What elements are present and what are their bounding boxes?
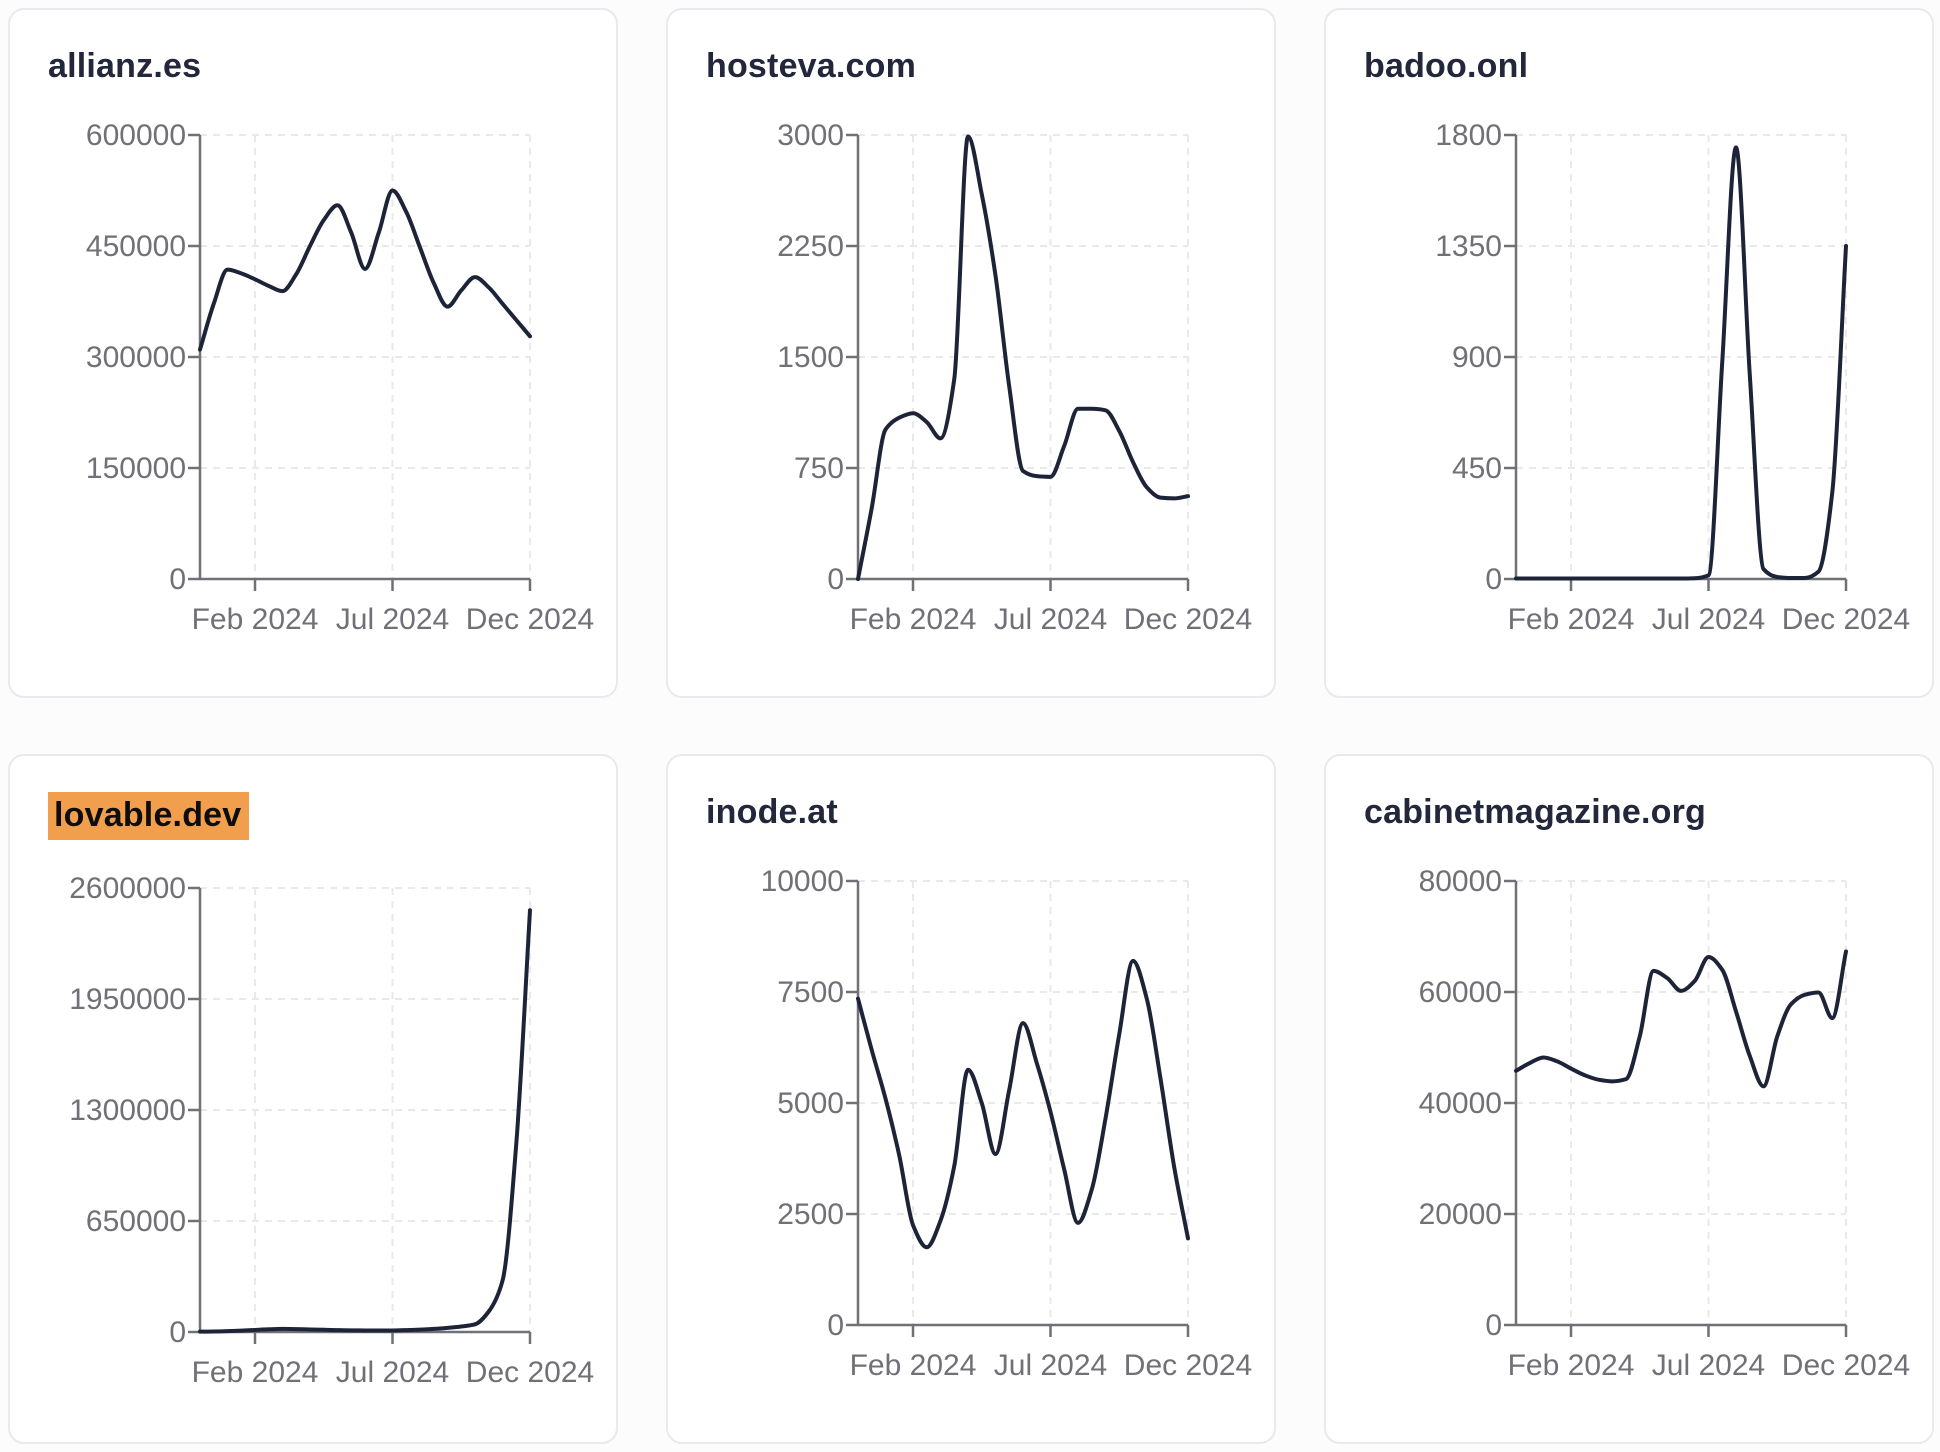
chart-title: hosteva.com <box>706 46 1274 87</box>
x-axis-tick-label: Feb 2024 <box>850 1349 977 1382</box>
x-axis-tick-label: Dec 2024 <box>1124 603 1252 636</box>
y-axis-tick-label: 1800 <box>1435 121 1502 152</box>
x-axis-tick-label: Dec 2024 <box>466 1356 594 1389</box>
x-axis-tick-label: Feb 2024 <box>1508 1349 1635 1382</box>
x-axis-tick-label: Dec 2024 <box>1782 603 1910 636</box>
y-axis-tick-label: 900 <box>1452 341 1502 374</box>
chart-title: allianz.es <box>48 46 616 87</box>
x-axis-tick-label: Jul 2024 <box>994 603 1107 636</box>
y-axis-tick-label: 1300000 <box>69 1094 186 1127</box>
x-axis-tick-label: Dec 2024 <box>466 603 594 636</box>
y-axis-tick-label: 2500 <box>777 1198 844 1231</box>
y-axis-tick-label: 450 <box>1452 452 1502 485</box>
y-axis-tick-label: 1950000 <box>69 983 186 1016</box>
chart-title-text: cabinetmagazine.org <box>1364 793 1706 831</box>
x-axis-tick-label: Jul 2024 <box>336 1356 449 1389</box>
series-line <box>1514 949 1848 1089</box>
chart-card: cabinetmagazine.org 80000 60000 40000 20000… <box>1324 754 1934 1444</box>
series-line <box>198 907 532 1334</box>
y-axis-tick-label: 1500 <box>777 341 844 374</box>
chart-card: hosteva.com 3000 2250 1500 750 0 Feb 2024 Jul … <box>666 8 1276 698</box>
chart-title-text: hosteva.com <box>706 47 917 85</box>
y-axis-tick-label: 450000 <box>86 230 186 263</box>
x-axis-tick-label: Feb 2024 <box>192 1356 319 1389</box>
y-axis-tick-label: 5000 <box>777 1087 844 1120</box>
y-axis-tick-label: 40000 <box>1419 1087 1502 1120</box>
x-axis-tick-label: Feb 2024 <box>1508 603 1635 636</box>
y-axis-tick-label: 0 <box>169 1316 186 1349</box>
series-line <box>198 188 532 352</box>
chart-title: lovable.dev <box>48 792 616 840</box>
x-axis-tick-label: Feb 2024 <box>850 603 977 636</box>
x-axis-tick-label: Jul 2024 <box>1652 1349 1765 1382</box>
chart-title: badoo.onl <box>1364 46 1932 87</box>
y-axis-tick-label: 150000 <box>86 452 186 485</box>
chart-title-text: inode.at <box>706 793 838 831</box>
y-axis-tick-label: 0 <box>827 563 844 596</box>
x-axis-tick-label: Dec 2024 <box>1782 1349 1910 1382</box>
chart-card: lovable.dev 2600000 1950000 1300000 650000 0… <box>8 754 618 1444</box>
chart-card: inode.at 10000 7500 5000 2500 0 Feb 2024 Jul 2… <box>666 754 1276 1444</box>
y-axis-tick-label: 0 <box>1485 563 1502 596</box>
chart-card: allianz.es 600000 450000 300000 150000 0 Feb … <box>8 8 618 698</box>
y-axis-tick-label: 0 <box>827 1309 844 1342</box>
chart-title-text: allianz.es <box>48 47 202 85</box>
chart-title-text: badoo.onl <box>1364 47 1529 85</box>
series-line <box>856 134 1190 581</box>
y-axis-tick-label: 3000 <box>777 121 844 152</box>
series-line <box>1514 145 1848 581</box>
chart-title-text: lovable.dev <box>48 792 250 840</box>
y-axis-tick-label: 80000 <box>1419 867 1502 898</box>
x-axis-tick-label: Jul 2024 <box>1652 603 1765 636</box>
x-axis-tick-label: Feb 2024 <box>192 603 319 636</box>
chart-title: inode.at <box>706 792 1274 833</box>
x-axis-tick-label: Jul 2024 <box>994 1349 1107 1382</box>
y-axis-tick-label: 2250 <box>777 230 844 263</box>
y-axis-tick-label: 1350 <box>1435 230 1502 263</box>
y-axis-tick-label: 650000 <box>86 1205 186 1238</box>
y-axis-tick-label: 0 <box>1485 1309 1502 1342</box>
y-axis-tick-label: 60000 <box>1419 976 1502 1009</box>
x-axis-tick-label: Dec 2024 <box>1124 1349 1252 1382</box>
y-axis-tick-label: 600000 <box>86 121 186 152</box>
series-line <box>856 958 1190 1250</box>
y-axis-tick-label: 300000 <box>86 341 186 374</box>
y-axis-tick-label: 2600000 <box>69 874 186 905</box>
y-axis-tick-label: 7500 <box>777 976 844 1009</box>
chart-title: cabinetmagazine.org <box>1364 792 1932 833</box>
y-axis-tick-label: 10000 <box>761 867 844 898</box>
x-axis-tick-label: Jul 2024 <box>336 603 449 636</box>
chart-card: badoo.onl 1800 1350 900 450 0 Feb 2024 Jul 202… <box>1324 8 1934 698</box>
y-axis-tick-label: 750 <box>794 452 844 485</box>
y-axis-tick-label: 0 <box>169 563 186 596</box>
y-axis-tick-label: 20000 <box>1419 1198 1502 1231</box>
